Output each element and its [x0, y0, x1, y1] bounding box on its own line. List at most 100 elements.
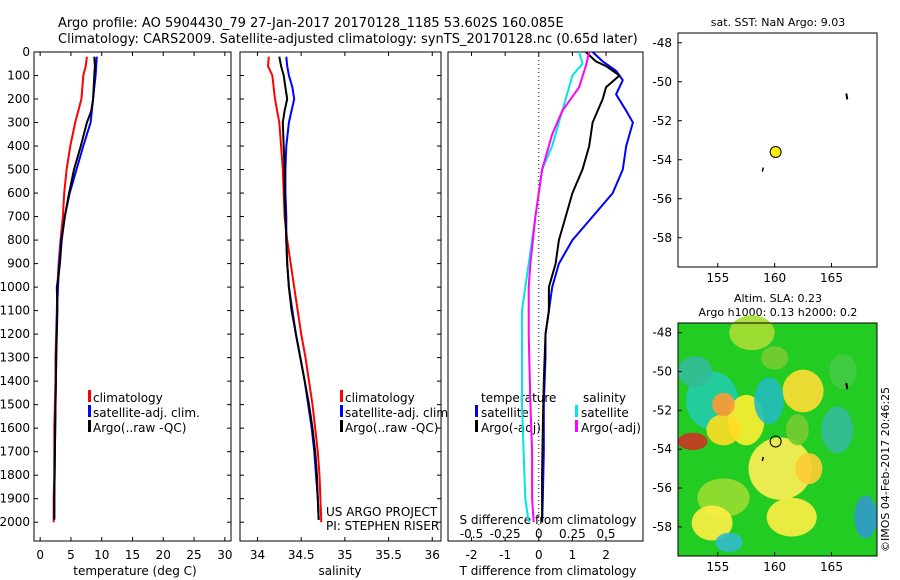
series-line — [278, 56, 320, 520]
sla-patch — [786, 414, 809, 446]
series-line — [527, 51, 591, 523]
y-tick-label: -48 — [652, 36, 672, 50]
legend-swatch — [475, 405, 478, 417]
profile-marker — [769, 145, 782, 158]
legend-swatch — [575, 420, 578, 432]
y-tick-label: -52 — [652, 114, 672, 128]
sla-patch — [766, 497, 817, 537]
difference-legend: temperature salinity satellite Argo(-adj… — [481, 391, 641, 435]
x-tick-label: 0 — [535, 548, 543, 562]
sla-patch — [678, 356, 713, 388]
x-tick-label: 35.5 — [375, 548, 402, 562]
difference-xlabel-top: S difference from climatology — [460, 513, 637, 527]
sla-patch — [795, 453, 823, 485]
map-frame — [677, 32, 878, 268]
legend-swatch — [475, 420, 478, 432]
profile-marker — [769, 435, 782, 448]
y-tick-label: 100 — [7, 69, 30, 83]
x-tick-label: 165 — [820, 271, 843, 285]
y-tick-label: -58 — [652, 520, 672, 534]
x-tick-label: 2 — [602, 548, 610, 562]
difference-panel: -2 -1 0 1 2 -0.5 -0.25 0 0.25 0.5 T difference fr… — [447, 51, 644, 578]
sla-map-subtitle: Argo h1000: 0.13 h2000: 0.2 — [699, 306, 858, 319]
y-tick-label: 300 — [7, 116, 30, 130]
series-line — [267, 56, 323, 523]
sla-patch — [748, 437, 813, 500]
legend-label-t-argo: Argo(-adj) — [481, 421, 541, 435]
plot-frame — [239, 51, 442, 542]
x-tick-label: 34.5 — [288, 548, 315, 562]
y-tick-label: -48 — [652, 326, 672, 340]
sla-patch — [706, 414, 741, 446]
salinity-panel: 34 34.5 35 35.5 36 salinity climatology sate… — [239, 51, 452, 578]
y-tick-label: 0 — [22, 45, 30, 59]
y-tick-label: 1700 — [0, 445, 30, 459]
temperature-panel: 0100200300400500600700800900100011001200… — [0, 45, 232, 578]
pi-text: PI: STEPHEN RISER — [326, 519, 439, 533]
salinity-xlabel: salinity — [318, 564, 361, 578]
y-tick-label: 200 — [7, 92, 30, 106]
sla-patch — [691, 505, 733, 541]
sla-patch — [854, 495, 878, 539]
difference-xlabel: T difference from climatology — [459, 564, 637, 578]
legend-label-argo: Argo(..raw -QC) — [93, 421, 186, 435]
y-tick-label: 1200 — [0, 327, 30, 341]
y-tick-label: 700 — [7, 210, 30, 224]
y-tick-label: -56 — [652, 192, 672, 206]
x-tick-label-salinity: 0.25 — [559, 527, 586, 541]
y-tick-label: 1400 — [0, 374, 30, 388]
sst-map-title: sat. SST: NaN Argo: 9.03 — [711, 16, 845, 29]
legend-label-s-satellite: satellite — [581, 406, 629, 420]
y-tick-label: 900 — [7, 257, 30, 271]
legend-label-satellite: satellite-adj. clim. — [93, 406, 200, 420]
sla-patch — [761, 346, 789, 370]
y-tick-label: -50 — [652, 75, 672, 89]
plot-frame — [447, 51, 644, 542]
legend-label-satellite: satellite-adj. clim. — [345, 406, 452, 420]
x-tick-label: 5 — [67, 548, 75, 562]
island-mark — [761, 167, 765, 172]
sla-map-title: Altim. SLA: 0.23 — [734, 292, 822, 305]
temperature-legend: climatology satellite-adj. clim. Argo(..… — [93, 391, 200, 435]
y-tick-label: -54 — [652, 442, 672, 456]
x-tick-label: 0 — [36, 548, 44, 562]
island-mark — [761, 456, 765, 462]
sla-patch — [729, 315, 775, 351]
x-tick-label: 10 — [94, 548, 109, 562]
sst-map-panel: sat. SST: NaN Argo: 9.03 155 160 165 -48 -50… — [652, 16, 878, 285]
sla-map-panel: Altim. SLA: 0.23 Argo h1000: 0.13 h2000:… — [652, 292, 878, 574]
legend-header-temperature: temperature — [481, 391, 556, 405]
x-tick-label: -1 — [499, 548, 511, 562]
page-title: Argo profile: AO 5904430_79 27-Jan-2017 … — [58, 16, 564, 31]
legend-header-salinity: salinity — [583, 391, 626, 405]
series-line — [541, 51, 621, 523]
sla-patch — [821, 406, 854, 454]
legend-swatch — [340, 420, 343, 432]
legend-swatch — [88, 405, 91, 417]
x-tick-label: 34 — [250, 548, 265, 562]
y-tick-label: 1100 — [0, 304, 30, 318]
sla-patch — [678, 432, 708, 451]
y-tick-label: 1500 — [0, 398, 30, 412]
x-tick-label: 155 — [706, 560, 729, 574]
sla-patch — [754, 377, 784, 424]
x-tick-label: 1 — [569, 548, 577, 562]
x-tick-label: 25 — [186, 548, 201, 562]
project-text: US ARGO PROJECT — [326, 505, 438, 519]
legend-swatch — [575, 405, 578, 417]
legend-swatch — [88, 390, 91, 402]
legend-label-t-satellite: satellite — [481, 406, 529, 420]
x-tick-label: 30 — [217, 548, 232, 562]
sla-patch — [782, 369, 824, 413]
map-frame — [677, 322, 878, 557]
x-tick-label: 35 — [337, 548, 352, 562]
x-tick-label: 155 — [706, 271, 729, 285]
y-tick-label: 600 — [7, 186, 30, 200]
y-tick-label: 1900 — [0, 492, 30, 506]
x-tick-label-salinity: 0.5 — [596, 527, 615, 541]
y-tick-label: -50 — [652, 365, 672, 379]
y-tick-label: 1600 — [0, 421, 30, 435]
legend-swatch — [88, 420, 91, 432]
y-tick-label: 2000 — [0, 515, 30, 529]
